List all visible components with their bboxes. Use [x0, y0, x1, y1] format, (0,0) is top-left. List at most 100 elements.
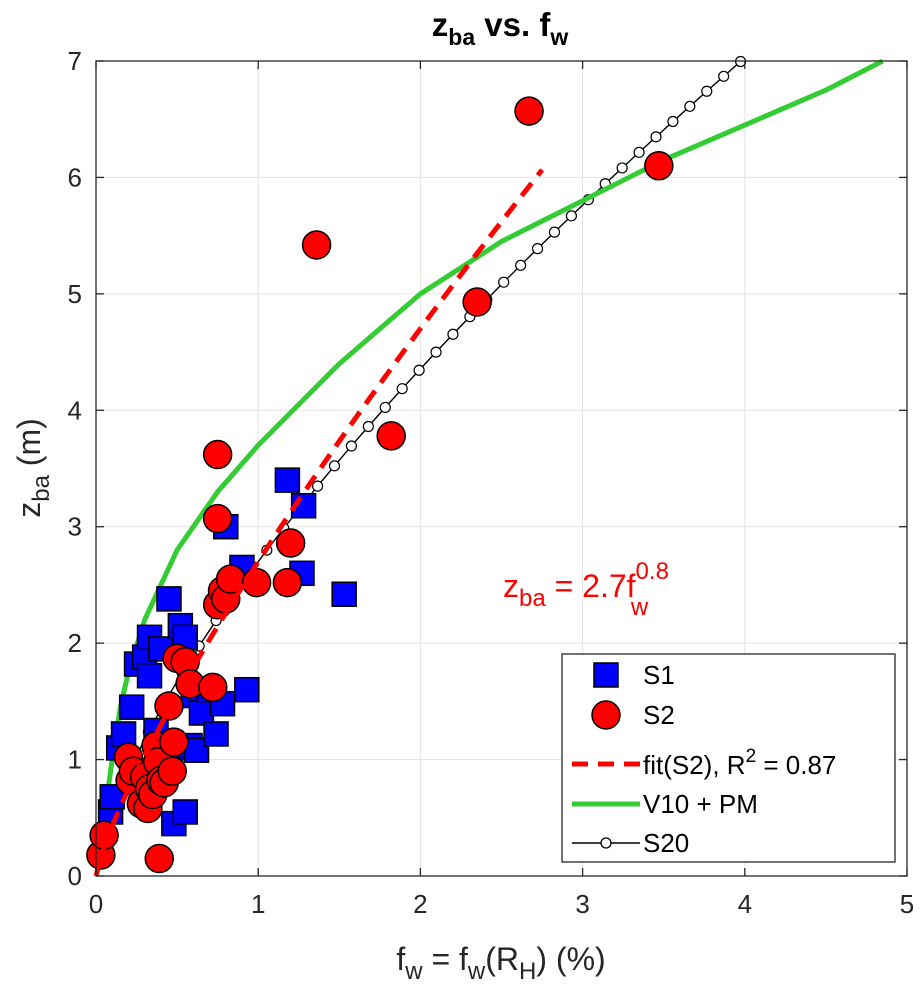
title-sub: w [549, 24, 568, 50]
s2-point [275, 528, 306, 558]
s20-point [498, 276, 510, 288]
s20-point [650, 131, 662, 143]
legend-marker-s20 [600, 837, 612, 849]
xlabel-sub: w [467, 958, 486, 985]
legend: S1 S2 fit(S2), R2 = 0.87 V10 + PM S20 [561, 653, 896, 863]
legend-box [561, 653, 896, 863]
s20-point [531, 243, 544, 255]
y-tick-label: 6 [68, 162, 82, 192]
title-part: vs. f [475, 6, 551, 43]
s20-point [447, 328, 459, 340]
s20-point [311, 480, 324, 492]
fit-line [93, 168, 545, 877]
chart-title: zba vs. fw [432, 6, 569, 50]
s2-point [198, 672, 228, 703]
s1-point [118, 694, 145, 720]
legend-label-s1: S1 [643, 660, 675, 690]
s20-point [718, 70, 730, 82]
s20-point [633, 146, 645, 158]
axis-ticks: 0 1 2 3 4 5 0 1 2 3 4 5 6 7 [68, 46, 915, 919]
eq-sub: ba [519, 585, 546, 612]
legend-label-fit: fit(S2), R2 = 0.87 [643, 746, 836, 780]
fit-equation: zba = 2.7f0.8 w [503, 558, 669, 621]
x-tick-label: 0 [89, 889, 103, 919]
plot-border [95, 60, 908, 877]
s20-point [565, 210, 577, 222]
s2-point [144, 843, 175, 874]
x-tick-label: 2 [413, 889, 427, 919]
s20-point [667, 115, 679, 128]
legend-marker-s2 [591, 700, 621, 730]
s2-point [301, 230, 332, 260]
s2-point [202, 439, 233, 470]
ylabel-part: (m) [11, 418, 47, 475]
xlabel-part: ) (%) [536, 941, 605, 977]
s2-point [157, 756, 187, 786]
s20-point [328, 460, 341, 472]
legend-label-v10: V10 + PM [643, 789, 758, 819]
s2-point [241, 567, 272, 598]
eq-part: = 2.7f [546, 568, 636, 604]
s1-point [156, 586, 182, 612]
title-sub: ba [448, 24, 475, 50]
s20-point [684, 100, 696, 112]
ylabel-sub: ba [28, 474, 55, 501]
s1-point [188, 700, 215, 726]
xlabel-part: (R [485, 941, 519, 977]
x-tick-label: 3 [575, 889, 589, 919]
s20-point [396, 383, 408, 395]
legend-fit-suffix: = 0.87 [756, 750, 836, 780]
s20-point [616, 162, 628, 174]
y-tick-label: 7 [68, 46, 82, 76]
y-axis-title: zba (m) [11, 418, 55, 518]
s1-point [274, 467, 301, 493]
xlabel-part: = f [423, 941, 468, 977]
s20-point [515, 259, 527, 271]
s20-point [413, 364, 425, 376]
legend-label-s20: S20 [643, 828, 689, 858]
s1-point [203, 721, 229, 747]
series-markers [86, 96, 674, 877]
s2-point [376, 421, 406, 451]
s20-point [548, 226, 561, 238]
y-tick-label: 0 [68, 861, 82, 891]
eq-sub: w [630, 594, 649, 621]
legend-fit-name: fit(S2), R [643, 750, 746, 780]
legend-marker-s1 [593, 662, 619, 688]
y-tick-label: 5 [68, 279, 82, 309]
s2-point [462, 287, 492, 317]
s20-point [701, 85, 713, 97]
eq-part: z [503, 568, 519, 604]
eq-sup: 0.8 [636, 558, 669, 585]
x-tick-label: 4 [738, 889, 752, 919]
grid [96, 61, 907, 876]
s2-point [514, 96, 544, 126]
legend-fit-sup: 2 [746, 746, 757, 767]
s1-point [136, 662, 163, 689]
s2-point [644, 151, 674, 181]
title-part: z [432, 6, 449, 43]
ylabel-part: z [11, 502, 47, 518]
y-tick-label: 4 [68, 395, 82, 425]
x-tick-label: 1 [251, 889, 265, 919]
s20-point [379, 401, 391, 414]
y-tick-label: 1 [68, 745, 82, 775]
x-tick-label: 5 [900, 889, 914, 919]
x-axis-title: fw = fw(RH) (%) [396, 941, 605, 985]
xlabel-part: f [396, 941, 405, 977]
s2-point [202, 503, 233, 534]
s1-point [331, 581, 357, 607]
s2-point [159, 727, 189, 757]
y-tick-label: 3 [68, 512, 82, 542]
s1-point [234, 676, 260, 703]
legend-label-s2: S2 [643, 700, 675, 730]
s2-point [272, 567, 303, 598]
s1-point [110, 721, 137, 747]
s20-point [430, 346, 442, 358]
s20-point [362, 420, 374, 433]
xlabel-sub: H [519, 958, 536, 985]
s1-point [172, 799, 198, 825]
y-tick-label: 2 [68, 628, 82, 658]
xlabel-sub: w [404, 958, 423, 985]
